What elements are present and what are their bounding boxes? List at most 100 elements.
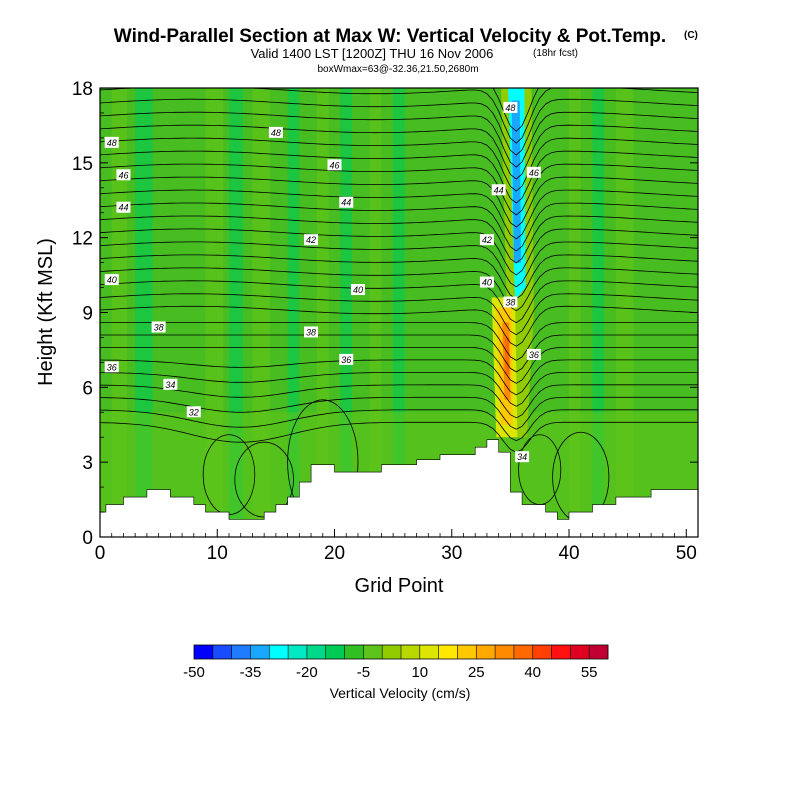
colorbar-frame (193, 644, 609, 660)
theta-label-bg-13 (304, 326, 319, 338)
y-axis-label: Height (Kft MSL) (35, 238, 57, 386)
colorbar-swatch-15 (476, 645, 496, 659)
vv-band-4 (369, 88, 382, 537)
theta-label-17: 44 (494, 185, 504, 195)
y-tick-label-4: 12 (72, 229, 93, 250)
x-tick-label-2: 20 (324, 543, 345, 564)
chart-title-tag: (C) (684, 30, 698, 41)
chart-subtitle: Valid 1400 LST [1200Z] THU 16 Nov 2006 (251, 46, 494, 61)
colorbar-tick-1: -35 (240, 664, 262, 681)
theta-label-bg-14 (339, 353, 354, 365)
colorbar-swatch-6 (306, 645, 327, 659)
theta-label-bg-19 (479, 276, 494, 288)
colorbar-tick-4: 10 (411, 664, 428, 681)
theta-label-12: 40 (353, 285, 363, 295)
theta-contour-23 (100, 124, 698, 180)
theta-label-22: 34 (517, 452, 527, 462)
x-axis-label: Grid Point (355, 575, 444, 597)
colorbar-swatch-1 (212, 645, 232, 659)
theta-label-5: 36 (107, 362, 117, 372)
colorbar-tick-5: 25 (468, 664, 485, 681)
theta-label-3: 40 (107, 275, 117, 285)
colorbar-swatch-0 (194, 645, 214, 659)
theta-contour-22 (100, 137, 698, 192)
theta-label-18: 42 (482, 235, 492, 245)
colorbar-swatch-17 (513, 645, 534, 659)
colorbar-swatch-13 (438, 645, 458, 659)
vv-downdraft-band-4 (393, 88, 405, 537)
colorbar-swatch-3 (250, 645, 270, 659)
theta-label-bg-8 (268, 126, 283, 138)
colorbar-swatch-9 (363, 645, 383, 659)
y-tick-label-5: 15 (72, 154, 93, 175)
colorbar-swatch-10 (382, 645, 402, 659)
theta-contour-8 (100, 322, 698, 361)
x-tick-label-1: 10 (207, 543, 228, 564)
theta-contour-24 (100, 111, 698, 168)
theta-label-bg-2 (116, 201, 131, 213)
colorbar-swatch-19 (551, 645, 571, 659)
x-tick-label-5: 50 (676, 543, 697, 564)
theta-label-bg-15 (503, 101, 518, 113)
theta-label-bg-21 (526, 348, 541, 360)
colorbar-swatch-20 (570, 645, 590, 659)
theta-label-bg-1 (116, 169, 131, 181)
theta-label-0: 48 (107, 138, 117, 148)
theta-contour-15 (100, 228, 698, 276)
colorbar-swatch-8 (344, 645, 364, 659)
colorbar-tick-0: -50 (183, 664, 205, 681)
theta-contour-19 (100, 176, 698, 228)
colorbar-swatch-18 (532, 645, 552, 659)
theta-label-21: 36 (529, 350, 539, 360)
colorbar-tick-6: 40 (524, 664, 541, 681)
vv-band-5 (569, 88, 581, 537)
theta-label-bg-18 (479, 234, 494, 246)
theta-label-bg-20 (503, 296, 518, 308)
vv-downdraft-band-2 (287, 88, 300, 537)
theta-label-14: 36 (341, 355, 351, 365)
colorbar-swatch-12 (419, 645, 439, 659)
theta-label-4: 38 (154, 322, 164, 332)
theta-label-bg-7 (186, 406, 201, 418)
theta-label-bg-0 (104, 136, 119, 148)
theta-label-1: 46 (118, 170, 128, 180)
theta-contour-9 (100, 305, 698, 347)
theta-label-bg-9 (327, 159, 342, 171)
x-tick-label-4: 40 (558, 543, 579, 564)
theta-label-bg-5 (104, 361, 119, 373)
theta-label-15: 48 (505, 103, 515, 113)
colorbar-swatch-4 (269, 645, 289, 659)
theta-contour-0 (100, 421, 698, 453)
theta-contour-26 (100, 88, 698, 144)
colorbar-swatch-21 (589, 645, 609, 659)
theta-contour-11 (100, 280, 698, 324)
colorbar-swatch-11 (401, 645, 421, 659)
colorbar-tick-7: 55 (581, 664, 598, 681)
colorbar-swatch-14 (457, 645, 477, 659)
theta-contour-25 (100, 98, 698, 156)
colorbar-tick-2: -20 (296, 664, 318, 681)
chart-subtitle-box: boxWmax=63@-32.36,21.50,2680m (317, 64, 478, 75)
theta-contour-3 (100, 384, 698, 419)
theta-label-11: 42 (306, 235, 316, 245)
theta-contour-7 (100, 334, 698, 373)
colorbar-swatch-2 (231, 645, 251, 659)
theta-label-7: 32 (189, 407, 199, 417)
chart-title: Wind-Parallel Section at Max W: Vertical… (114, 26, 666, 47)
x-tick-label-0: 0 (95, 543, 106, 564)
theta-contour-1 (100, 409, 698, 442)
theta-label-bg-17 (491, 184, 506, 196)
theta-label-2: 44 (118, 203, 128, 213)
colorbar-swatch-7 (325, 645, 345, 659)
theta-label-13: 38 (306, 327, 316, 337)
theta-contour-18 (100, 189, 698, 240)
theta-contour-14 (100, 241, 698, 288)
theta-label-bg-16 (526, 166, 541, 178)
theta-label-bg-12 (350, 284, 365, 296)
theta-contour-10 (100, 293, 698, 336)
colorbar-label: Vertical Velocity (cm/s) (330, 685, 471, 701)
theta-contour-21 (100, 150, 698, 204)
theta-label-8: 48 (271, 128, 281, 138)
